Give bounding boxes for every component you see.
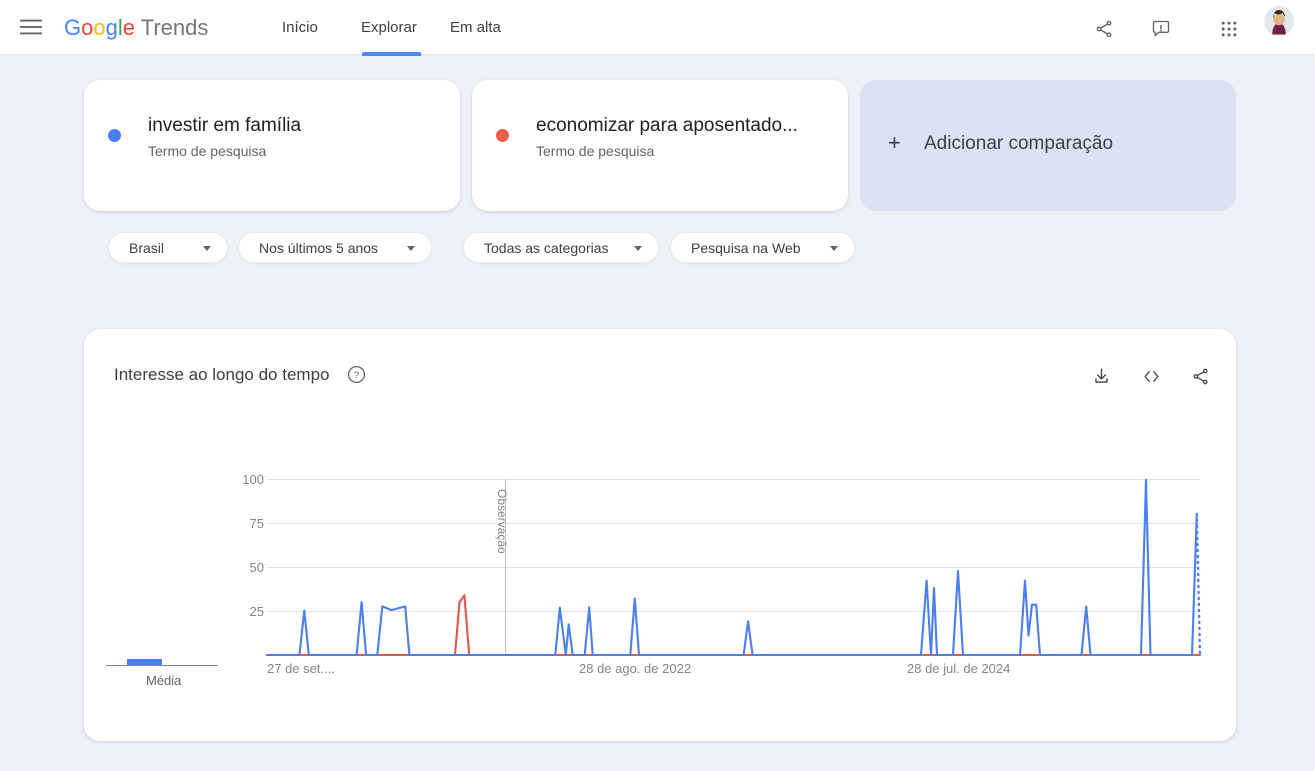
svg-text:?: ? — [354, 370, 359, 381]
